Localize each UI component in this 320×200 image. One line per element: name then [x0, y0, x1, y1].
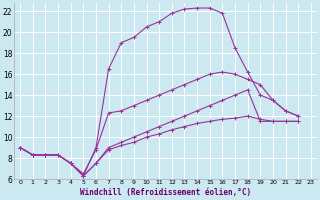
X-axis label: Windchill (Refroidissement éolien,°C): Windchill (Refroidissement éolien,°C)	[80, 188, 251, 197]
